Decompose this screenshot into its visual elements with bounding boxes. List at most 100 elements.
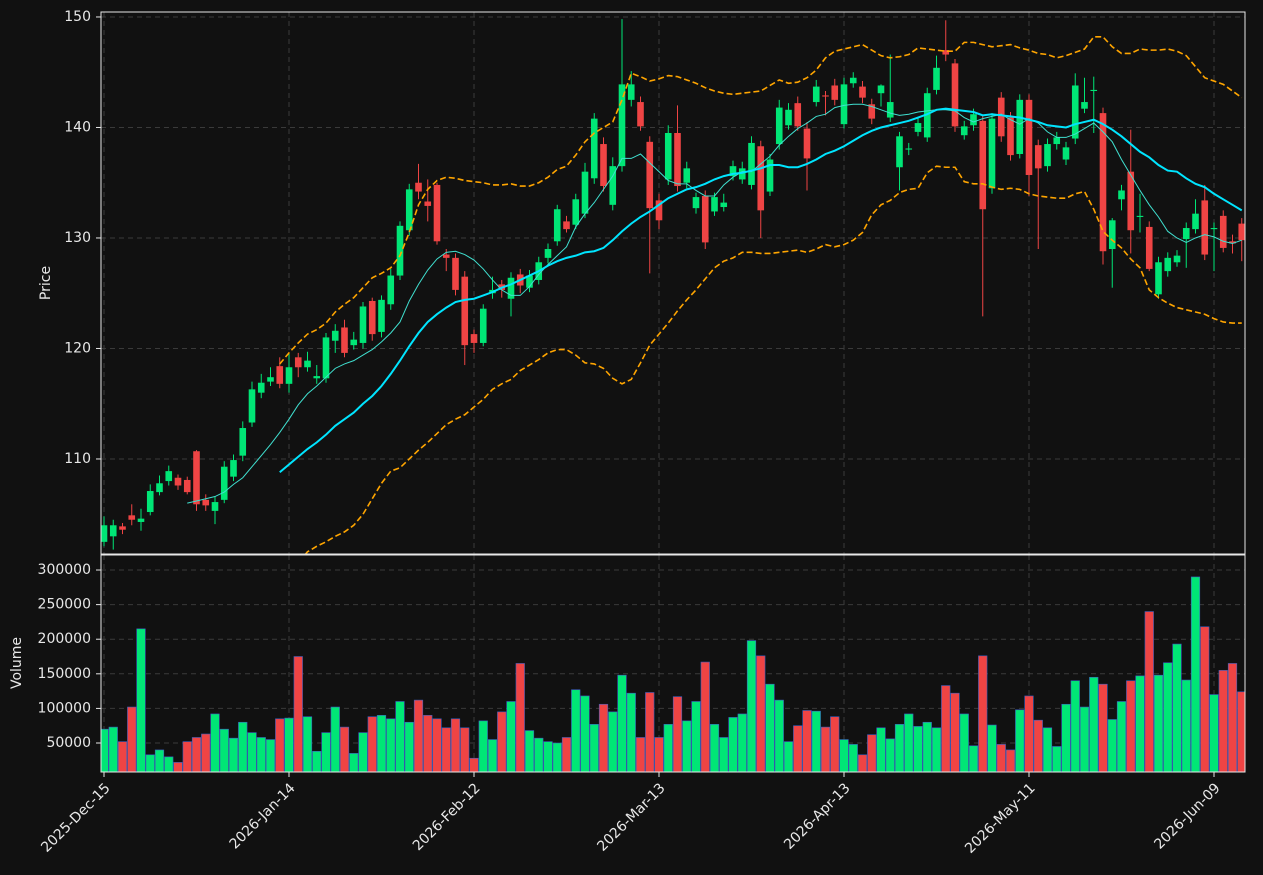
volume-bar: [1005, 749, 1016, 772]
candle-body: [544, 249, 552, 258]
volume-bar: [728, 717, 738, 772]
candle-body: [711, 197, 718, 212]
volume-bar: [783, 741, 794, 772]
volume-frame: [100, 554, 1246, 773]
candle-body: [646, 141, 654, 209]
candle-body: [914, 123, 922, 132]
volume-bar: [534, 737, 544, 772]
volume-bar: [857, 754, 868, 772]
volume-tick-label: 200000: [38, 631, 91, 647]
candle-body: [877, 85, 885, 94]
candle-body: [526, 275, 533, 288]
candle-body: [1201, 200, 1209, 255]
volume-bar: [691, 701, 701, 772]
volume-bar: [302, 716, 313, 772]
volume-bar: [275, 718, 285, 772]
volume-bar: [228, 737, 239, 772]
volume-bar: [219, 728, 229, 772]
candle-body: [248, 389, 256, 423]
volume-bar: [108, 726, 118, 772]
candle-body: [1238, 223, 1245, 241]
volume-bar: [506, 701, 516, 772]
volume-bar: [432, 718, 442, 772]
candle-body: [1173, 255, 1181, 263]
candle-body: [1192, 213, 1199, 230]
volume-bar: [469, 757, 479, 772]
candle-body: [470, 334, 478, 343]
candle-body: [1071, 85, 1079, 139]
volume-bar: [1015, 709, 1025, 772]
candle-body: [1108, 220, 1116, 250]
volume-bar: [635, 737, 646, 772]
volume-bar: [191, 737, 202, 772]
volume-bar: [700, 661, 710, 772]
candle-body: [267, 377, 274, 382]
volume-bar: [968, 745, 979, 772]
candle-body: [840, 84, 848, 125]
candle-body: [461, 276, 469, 346]
volume-bar: [349, 753, 359, 772]
volume-bar: [885, 738, 895, 772]
volume-bar: [848, 744, 858, 772]
candle-body: [1099, 113, 1107, 252]
candle-body: [211, 502, 219, 511]
candle-body: [1025, 99, 1033, 175]
candle-body: [1136, 215, 1144, 217]
volume-bar: [820, 726, 831, 772]
volume-bar: [1190, 576, 1201, 772]
volume-bar: [1172, 643, 1182, 772]
candle-body: [683, 168, 691, 183]
volume-bar: [413, 699, 424, 772]
candle-body: [757, 146, 765, 211]
volume-bar: [1089, 676, 1099, 772]
candle-body: [1081, 102, 1088, 109]
candle-body: [257, 382, 265, 393]
candle-body: [785, 109, 792, 126]
candle-body: [868, 104, 876, 119]
candle-body: [1007, 117, 1014, 156]
volume-bar: [312, 751, 322, 772]
volume-bar: [515, 663, 525, 772]
candle-body: [572, 199, 580, 225]
volume-bar: [441, 727, 451, 772]
volume-bar: [1061, 703, 1071, 772]
volume-bar: [450, 718, 461, 772]
candle-body: [674, 132, 681, 187]
candle-body: [1053, 137, 1061, 145]
candle-body: [1155, 262, 1162, 295]
volume-bar: [793, 725, 803, 772]
volume-bar: [127, 706, 137, 772]
candle-body: [137, 518, 145, 522]
candle-body: [405, 189, 413, 231]
candle-body: [997, 97, 1005, 137]
volume-bar: [571, 689, 581, 772]
volume-bar: [358, 732, 368, 772]
y-tick-label: 130: [64, 230, 91, 246]
volume-bar: [1218, 670, 1228, 772]
candle-body: [822, 95, 829, 97]
candle-body: [313, 376, 321, 379]
candle-body: [849, 77, 857, 84]
candle-body: [553, 209, 561, 242]
candle-body: [859, 86, 866, 98]
overlay-line: [304, 165, 1242, 554]
volume-bar: [1042, 727, 1053, 772]
volume-bar: [339, 726, 350, 772]
candle-body: [294, 357, 302, 368]
volume-tick-label: 50000: [46, 735, 91, 751]
candle-body: [202, 499, 210, 506]
candle-body: [803, 128, 811, 159]
volume-bar: [423, 715, 433, 772]
candle-body: [220, 466, 228, 500]
candle-body: [729, 166, 737, 177]
volume-bar: [376, 715, 387, 772]
volume-bar: [330, 706, 340, 772]
candle-body: [146, 491, 154, 513]
volume-bar: [904, 713, 914, 772]
volume-tick-label: 100000: [38, 700, 91, 716]
candle-body: [193, 451, 200, 505]
candle-body: [285, 367, 293, 384]
volume-bar: [210, 713, 220, 772]
candle-body: [933, 67, 940, 90]
volume-bar: [543, 741, 553, 772]
